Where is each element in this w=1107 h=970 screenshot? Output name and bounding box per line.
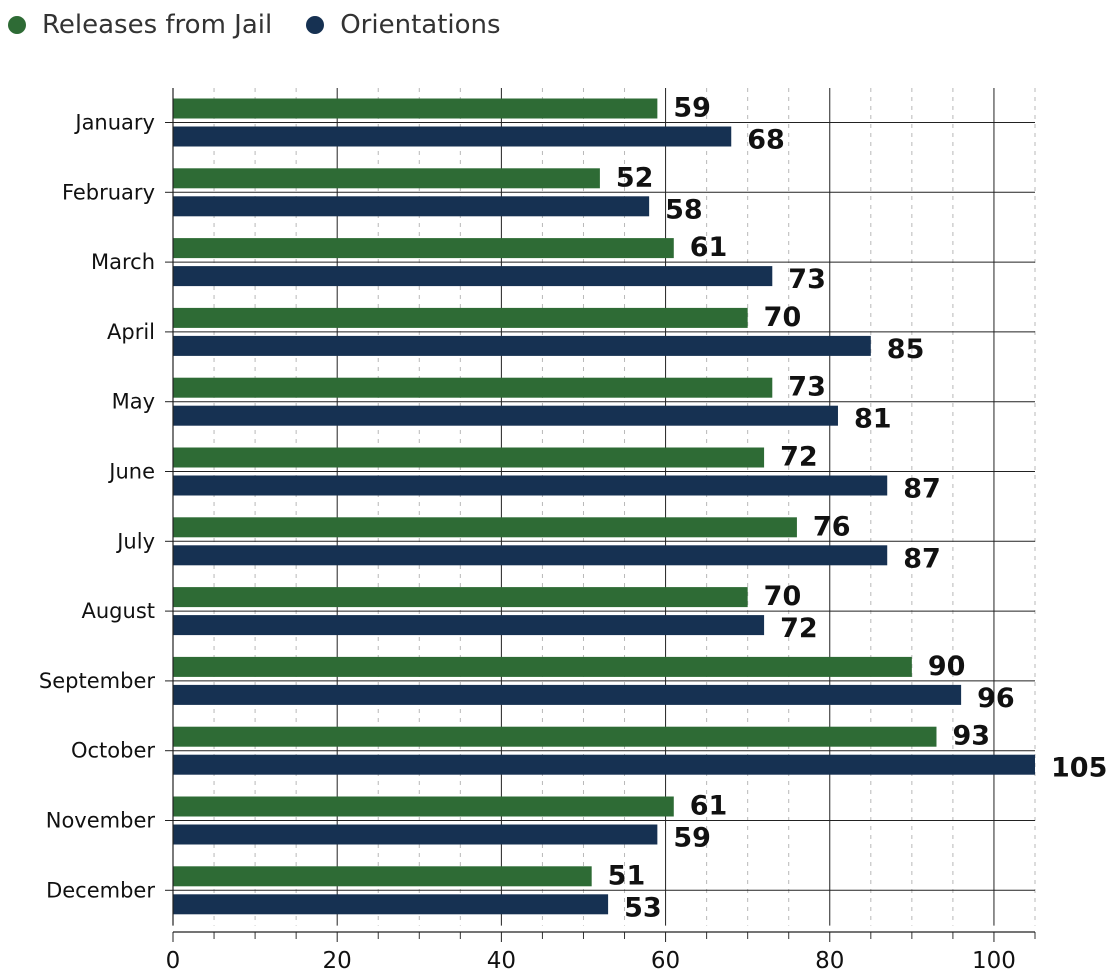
data-label: 70 — [764, 581, 802, 612]
y-category-label: February — [62, 180, 155, 204]
bar-releases — [173, 238, 674, 259]
data-label: 90 — [928, 651, 966, 682]
bar-orientations — [173, 754, 1035, 775]
bar-releases — [173, 726, 937, 747]
bar-orientations — [173, 545, 888, 566]
data-label: 87 — [903, 474, 941, 505]
data-label: 81 — [854, 404, 892, 435]
x-tick-label: 100 — [972, 948, 1016, 970]
data-label: 58 — [665, 194, 703, 225]
legend: Releases from Jail Orientations — [8, 6, 535, 44]
data-label: 61 — [690, 232, 728, 263]
bar-orientations — [173, 126, 732, 147]
x-tick-label: 80 — [815, 948, 844, 970]
bar-releases — [173, 447, 765, 468]
bar-orientations — [173, 684, 962, 705]
y-category-label: September — [39, 669, 155, 693]
bar-releases — [173, 866, 592, 887]
data-label: 72 — [780, 613, 818, 644]
data-label: 61 — [690, 791, 728, 822]
legend-dot-orientations-icon — [306, 16, 325, 34]
data-label: 85 — [887, 334, 925, 365]
bar-releases — [173, 656, 912, 677]
y-category-label: November — [46, 809, 156, 833]
data-label: 70 — [764, 302, 802, 333]
data-label: 93 — [952, 721, 990, 752]
bar-releases — [173, 98, 658, 119]
bar-orientations — [173, 894, 609, 915]
bar-orientations — [173, 196, 650, 217]
bar-releases — [173, 796, 674, 817]
data-label: 52 — [616, 162, 654, 193]
bar-orientations — [173, 335, 871, 356]
x-tick-label: 40 — [487, 948, 516, 970]
bar-releases — [173, 168, 600, 189]
bar-orientations — [173, 405, 838, 426]
legend-item-orientations: Orientations — [306, 10, 501, 40]
legend-dot-releases-icon — [8, 16, 26, 34]
legend-label-orientations: Orientations — [340, 10, 501, 40]
legend-label-releases: Releases from Jail — [42, 10, 273, 40]
bar-releases — [173, 307, 748, 328]
data-label: 105 — [1051, 753, 1107, 784]
data-label: 96 — [977, 683, 1015, 714]
data-label: 68 — [747, 125, 785, 156]
y-category-label: March — [91, 250, 155, 274]
bar-releases — [173, 587, 748, 608]
data-label: 59 — [673, 823, 711, 854]
data-label: 53 — [624, 892, 662, 923]
bar-releases — [173, 377, 773, 398]
y-category-label: August — [82, 599, 156, 623]
bar-orientations — [173, 475, 888, 496]
y-category-label: January — [73, 111, 155, 135]
data-label: 72 — [780, 442, 818, 473]
y-category-label: June — [107, 460, 155, 484]
data-label: 51 — [608, 860, 646, 891]
bar-orientations — [173, 266, 773, 287]
bar-releases — [173, 517, 797, 538]
x-tick-label: 0 — [166, 948, 181, 970]
data-label: 73 — [788, 264, 826, 295]
bar-orientations — [173, 824, 658, 845]
y-category-label: May — [112, 390, 155, 414]
data-label: 59 — [673, 93, 711, 124]
y-category-label: October — [71, 739, 155, 763]
data-label: 87 — [903, 543, 941, 574]
x-tick-label: 20 — [323, 948, 352, 970]
data-label: 73 — [788, 372, 826, 403]
x-tick-label: 60 — [651, 948, 680, 970]
legend-item-releases: Releases from Jail — [8, 10, 272, 40]
data-label: 76 — [813, 511, 851, 542]
y-category-label: December — [46, 878, 155, 902]
bar-orientations — [173, 615, 765, 636]
y-category-label: April — [107, 320, 155, 344]
y-category-label: July — [115, 529, 155, 553]
